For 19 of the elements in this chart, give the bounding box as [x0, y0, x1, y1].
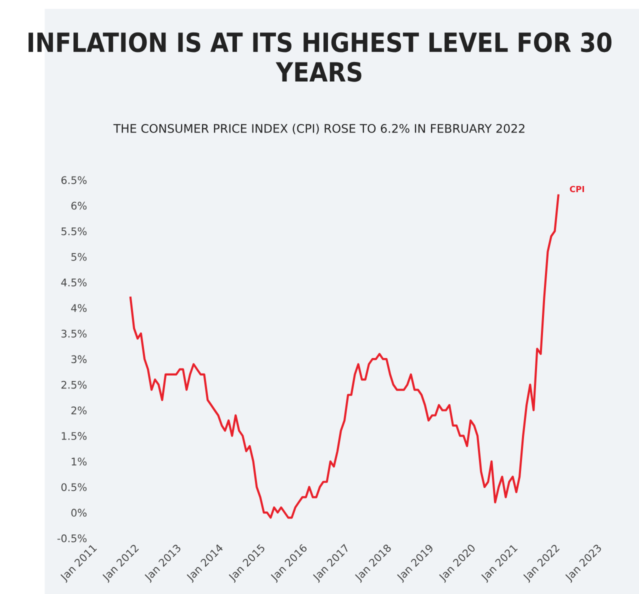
y-tick-label: 4.5%	[61, 278, 87, 286]
y-tick-label: 6.5%	[61, 176, 87, 184]
chart-title: INFLATION IS AT ITS HIGHEST LEVEL FOR 30 YEARS	[28, 32, 612, 82]
y-tick-label: 2.5%	[61, 380, 87, 389]
y-tick-label: 3%	[71, 355, 87, 364]
y-tick-label: 5.5%	[61, 227, 87, 236]
y-tick-label: -0.5%	[57, 534, 87, 542]
y-tick-label: 1%	[72, 458, 87, 466]
chart-subtitle: THE CONSUMER PRICE INDEX (CPI) ROSE TO 6.2% IN FEBRUARY 2022	[113, 124, 524, 134]
y-tick-label: 3.5%	[61, 330, 87, 338]
line-series	[129, 194, 560, 519]
y-tick-label: 2%	[71, 406, 87, 414]
series-label: CPI	[570, 186, 584, 192]
y-tick-label: 0%	[71, 508, 87, 517]
y-tick-label: 1.5%	[62, 432, 87, 440]
y-tick-label: 4%	[71, 304, 87, 312]
y-tick-label: 0.5%	[61, 483, 87, 492]
y-tick-label: 5%	[71, 252, 87, 261]
y-tick-label: 6%	[71, 202, 87, 210]
